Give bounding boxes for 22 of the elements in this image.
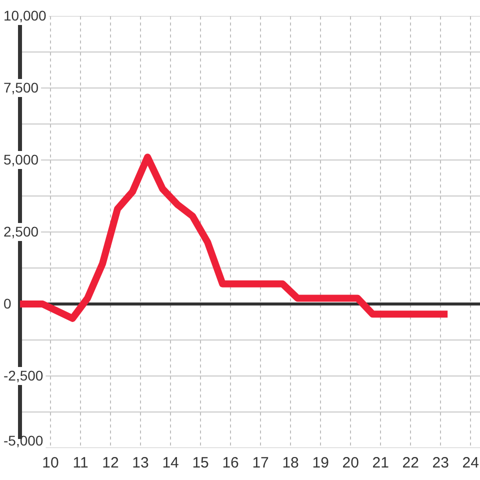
x-tick-label: 14 — [162, 454, 179, 472]
x-tick-label: 21 — [372, 454, 389, 472]
x-tick-label: 17 — [252, 454, 269, 472]
x-tick-label: 22 — [402, 454, 419, 472]
x-tick-label: 24 — [462, 454, 479, 472]
y-tick-label: -2,500 — [4, 368, 44, 384]
x-tick-label: 23 — [432, 454, 449, 472]
x-tick-label: 19 — [312, 454, 329, 472]
y-tick-label: 7,500 — [4, 80, 39, 96]
x-tick-label: 13 — [132, 454, 149, 472]
x-tick-label: 15 — [192, 454, 209, 472]
y-tick-label: 0 — [4, 296, 12, 312]
y-tick-label: 2,500 — [4, 224, 39, 240]
y-tick-label: 5,000 — [4, 152, 39, 168]
x-tick-label: 12 — [102, 454, 119, 472]
y-tick-label: -5,000 — [4, 432, 44, 448]
x-tick-label: 16 — [222, 454, 239, 472]
x-tick-label: 18 — [282, 454, 299, 472]
y-tick-label: 10,000 — [4, 8, 47, 24]
x-tick-label: 10 — [42, 454, 59, 472]
x-tick-label: 11 — [72, 454, 88, 472]
x-tick-label: 20 — [342, 454, 359, 472]
